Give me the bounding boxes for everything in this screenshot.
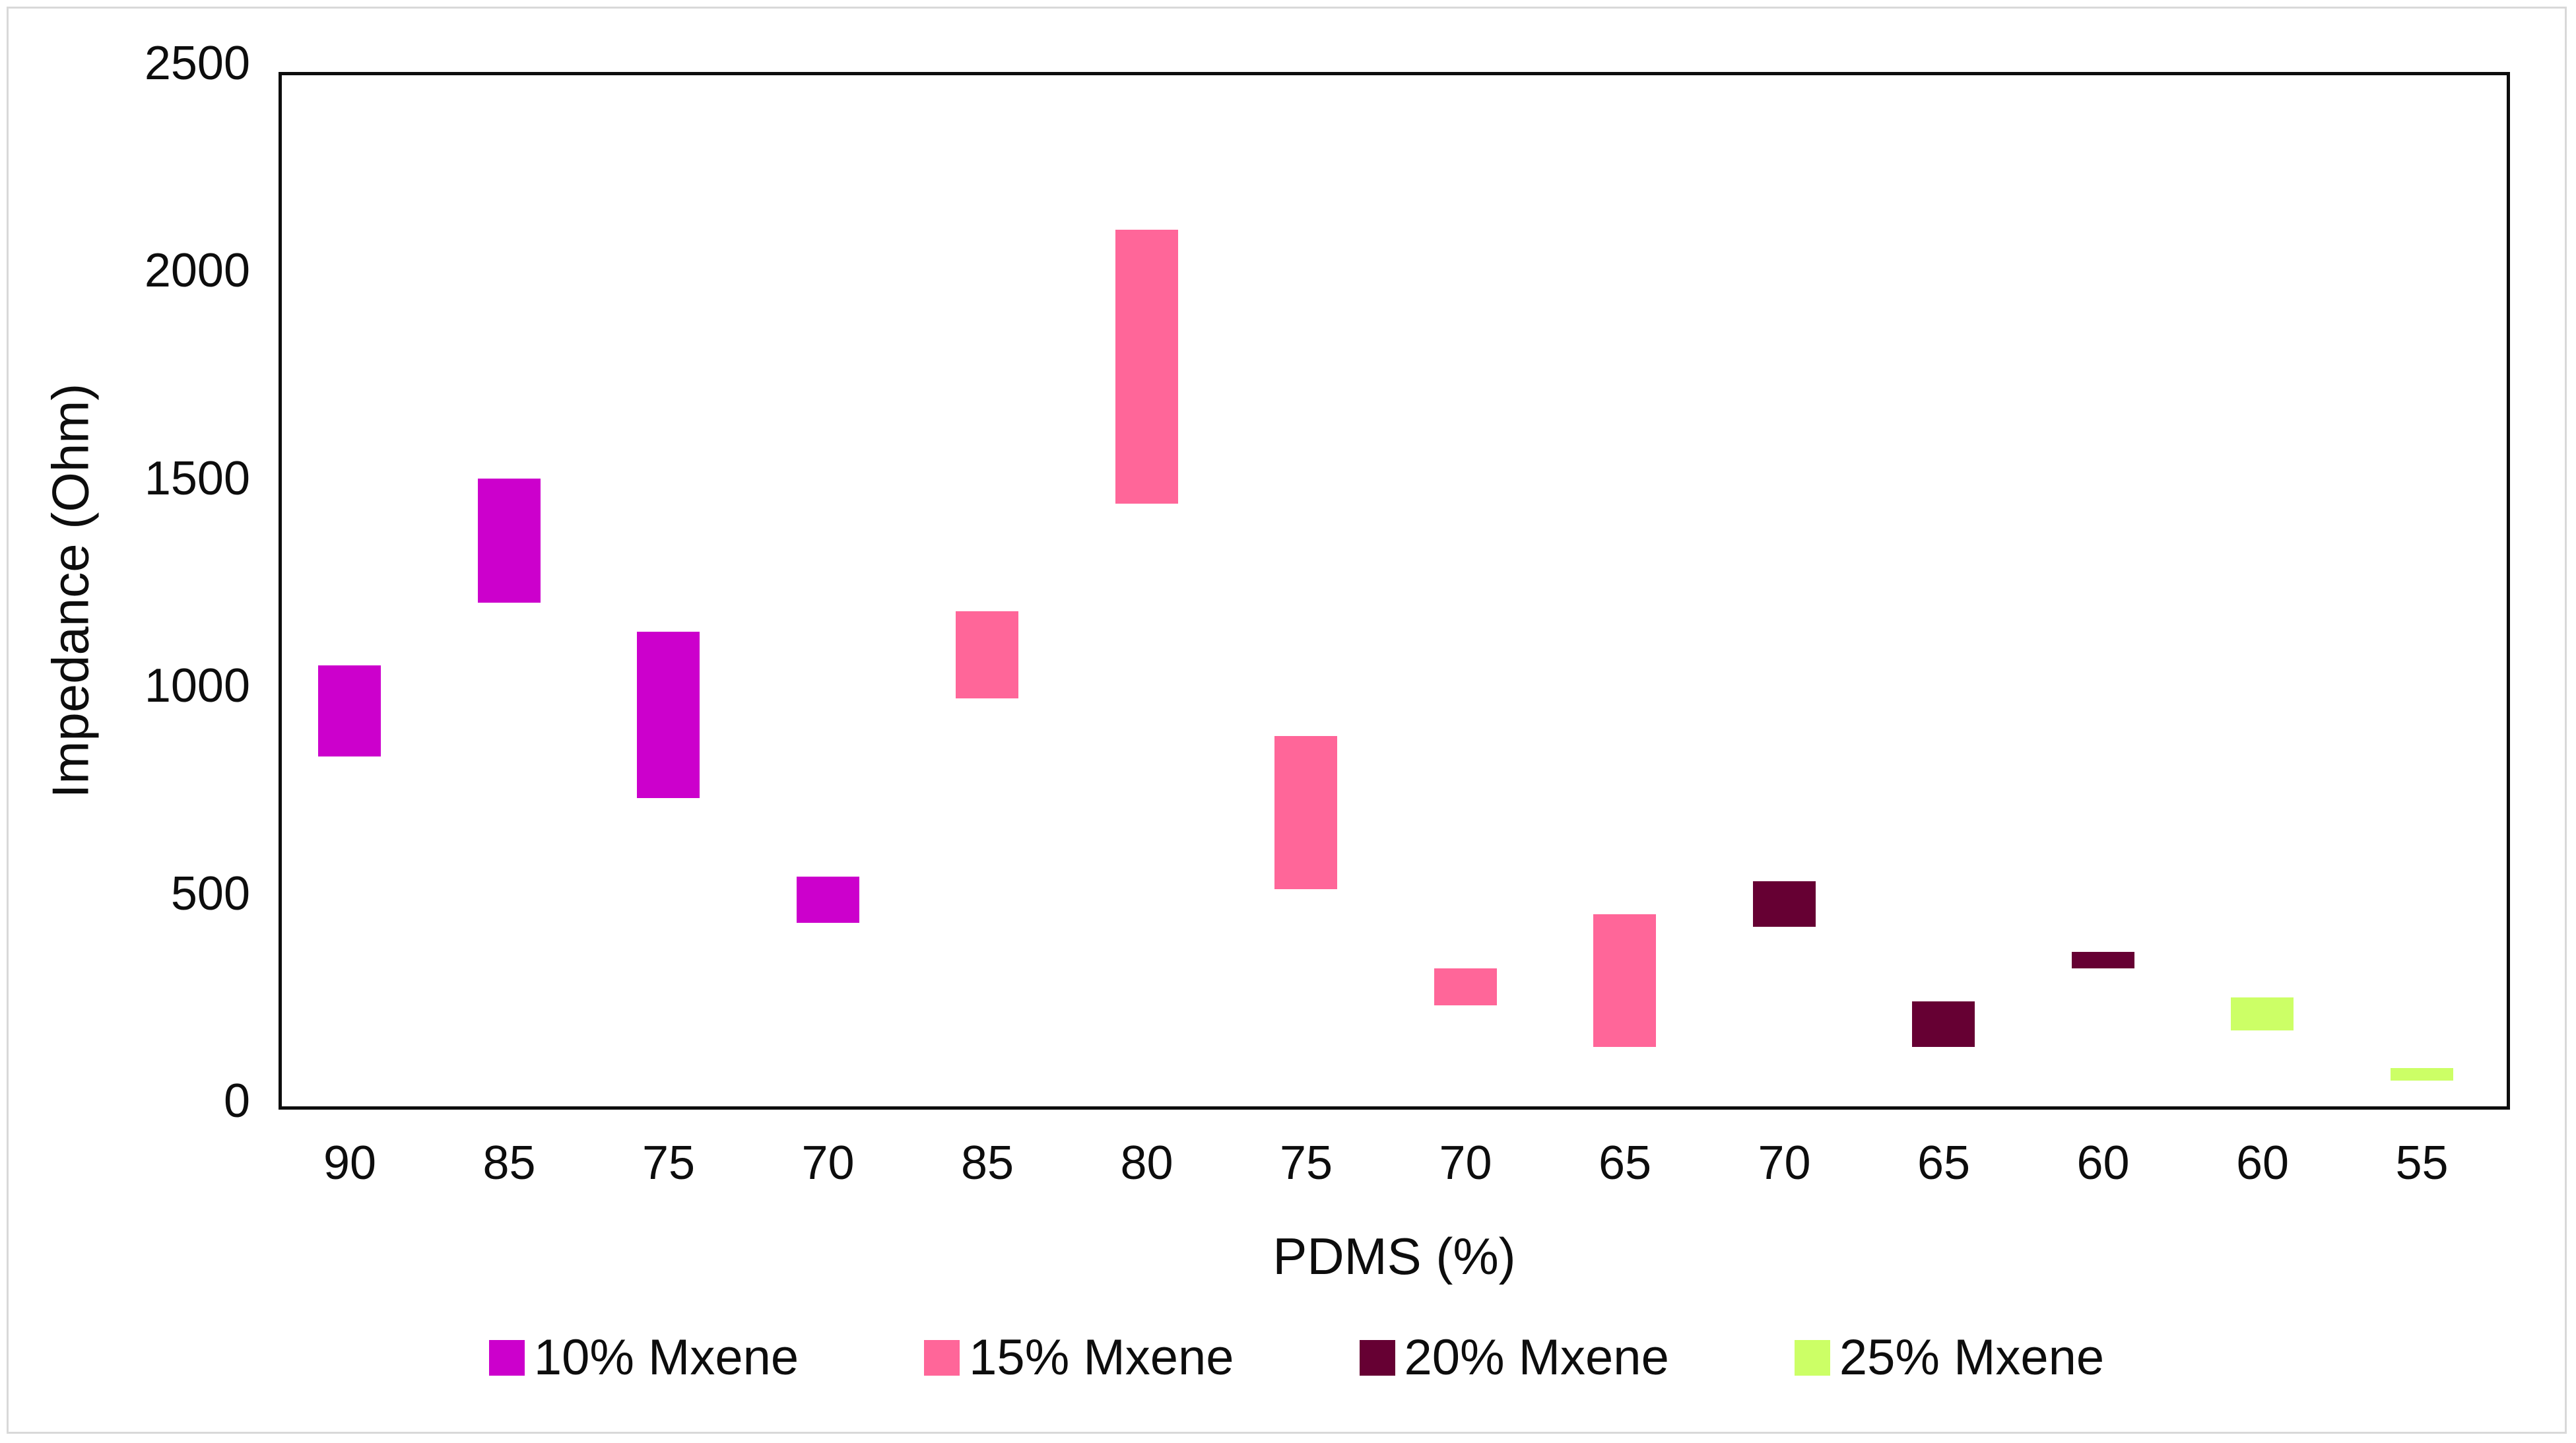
x-category-label: 80 xyxy=(1120,1137,1173,1190)
x-category-label: 70 xyxy=(1758,1137,1811,1190)
legend-item-20--mxene: 20% Mxene xyxy=(1359,1329,1669,1386)
legend-swatch-icon xyxy=(1794,1339,1830,1376)
range-bar-20--mxene-pdms-70 xyxy=(1752,881,1816,927)
x-category-label: 70 xyxy=(801,1137,855,1190)
x-category-label: 75 xyxy=(642,1137,696,1190)
legend-item-25--mxene: 25% Mxene xyxy=(1794,1329,2105,1386)
x-category-label: 90 xyxy=(323,1137,377,1190)
x-category-label: 65 xyxy=(1598,1137,1652,1190)
y-tick-label: 0 xyxy=(223,1075,250,1127)
y-tick-label: 2000 xyxy=(144,244,250,298)
x-axis-title: PDMS (%) xyxy=(1272,1227,1516,1285)
range-bar-15--mxene-pdms-75 xyxy=(1274,735,1338,890)
range-bar-15--mxene-pdms-65 xyxy=(1593,914,1657,1048)
chart-frame-border: 0 500 1000 1500 2000 2500 90 85 75 70 85 80 75 70 65 7… xyxy=(7,7,2567,1434)
chart-legend: 10% Mxene 15% Mxene 20% Mxene 25% Mxene xyxy=(9,1329,2576,1386)
y-tick-label: 500 xyxy=(170,867,250,920)
range-bar-10--mxene-pdms-85 xyxy=(477,478,541,603)
plot-area xyxy=(279,72,2510,1110)
legend-item-15--mxene: 15% Mxene xyxy=(924,1329,1234,1386)
range-bar-15--mxene-pdms-85 xyxy=(956,611,1019,699)
range-bar-20--mxene-pdms-60 xyxy=(2071,951,2134,968)
legend-label: 15% Mxene xyxy=(969,1329,1234,1386)
legend-swatch-icon xyxy=(924,1339,960,1376)
x-category-label: 70 xyxy=(1439,1137,1492,1190)
range-bar-20--mxene-pdms-65 xyxy=(1912,1001,1975,1048)
y-tick-label: 2500 xyxy=(144,37,250,90)
y-axis-title-text: Impedance (Ohm) xyxy=(41,383,100,799)
range-bar-10--mxene-pdms-70 xyxy=(796,877,859,923)
range-bar-25--mxene-pdms-60 xyxy=(2231,997,2294,1031)
x-category-label: 65 xyxy=(1917,1137,1971,1190)
x-category-label: 85 xyxy=(960,1137,1014,1190)
legend-label: 10% Mxene xyxy=(533,1329,799,1386)
x-category-label: 55 xyxy=(2395,1137,2449,1190)
y-tick-label: 1500 xyxy=(144,452,250,505)
x-category-label: 75 xyxy=(1279,1137,1333,1190)
range-bar-15--mxene-pdms-70 xyxy=(1434,968,1497,1006)
x-category-label: 60 xyxy=(2076,1137,2130,1190)
y-tick-label: 1000 xyxy=(144,659,250,713)
x-category-label: 60 xyxy=(2235,1137,2290,1190)
legend-swatch-icon xyxy=(488,1339,525,1376)
range-bar-15--mxene-pdms-80 xyxy=(1115,229,1178,504)
range-bar-10--mxene-pdms-90 xyxy=(318,665,381,757)
legend-label: 20% Mxene xyxy=(1404,1329,1669,1386)
legend-item-10--mxene: 10% Mxene xyxy=(488,1329,799,1386)
x-category-label: 85 xyxy=(482,1137,536,1190)
range-bar-25--mxene-pdms-55 xyxy=(2390,1067,2453,1081)
legend-label: 25% Mxene xyxy=(1839,1329,2105,1386)
legend-swatch-icon xyxy=(1359,1339,1395,1376)
range-bar-10--mxene-pdms-75 xyxy=(637,632,700,798)
